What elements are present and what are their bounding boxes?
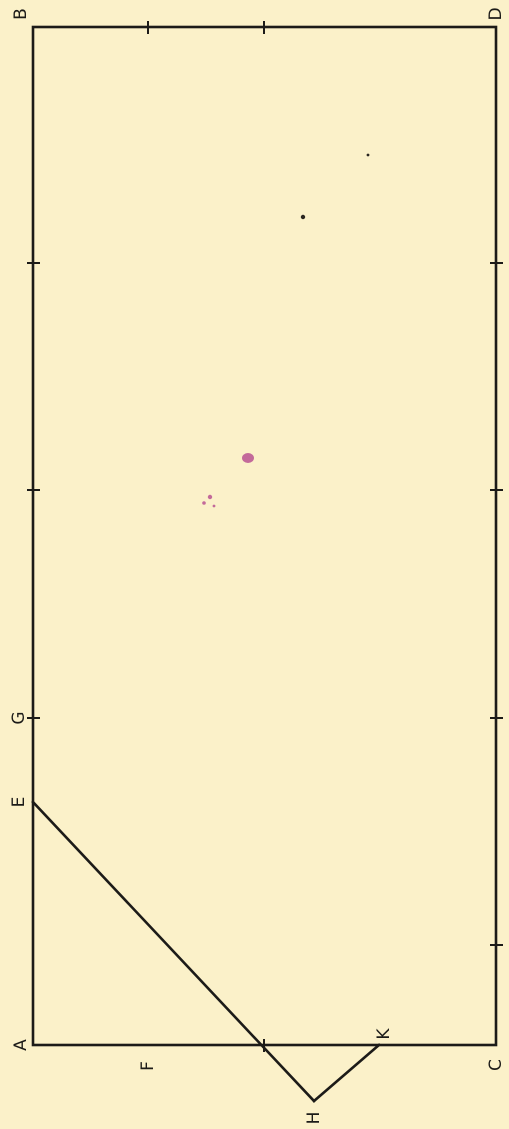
label-k: K xyxy=(374,1028,394,1040)
ink-speck-3 xyxy=(212,504,216,508)
ink-speck-2 xyxy=(202,501,206,505)
label-b: B xyxy=(11,8,31,20)
label-d: D xyxy=(486,7,506,20)
line-h-k xyxy=(312,1043,381,1103)
ink-stain xyxy=(242,453,254,463)
label-c: C xyxy=(486,1059,506,1071)
label-e: E xyxy=(9,797,29,808)
label-a: A xyxy=(11,1039,31,1051)
dirt-speck-2 xyxy=(366,153,370,157)
line-e-h xyxy=(31,800,316,1103)
dirt-speck-1 xyxy=(300,214,306,220)
label-f: F xyxy=(138,1061,158,1071)
label-g: G xyxy=(9,711,29,724)
ink-speck-1 xyxy=(207,494,213,500)
label-h: H xyxy=(304,1112,324,1125)
